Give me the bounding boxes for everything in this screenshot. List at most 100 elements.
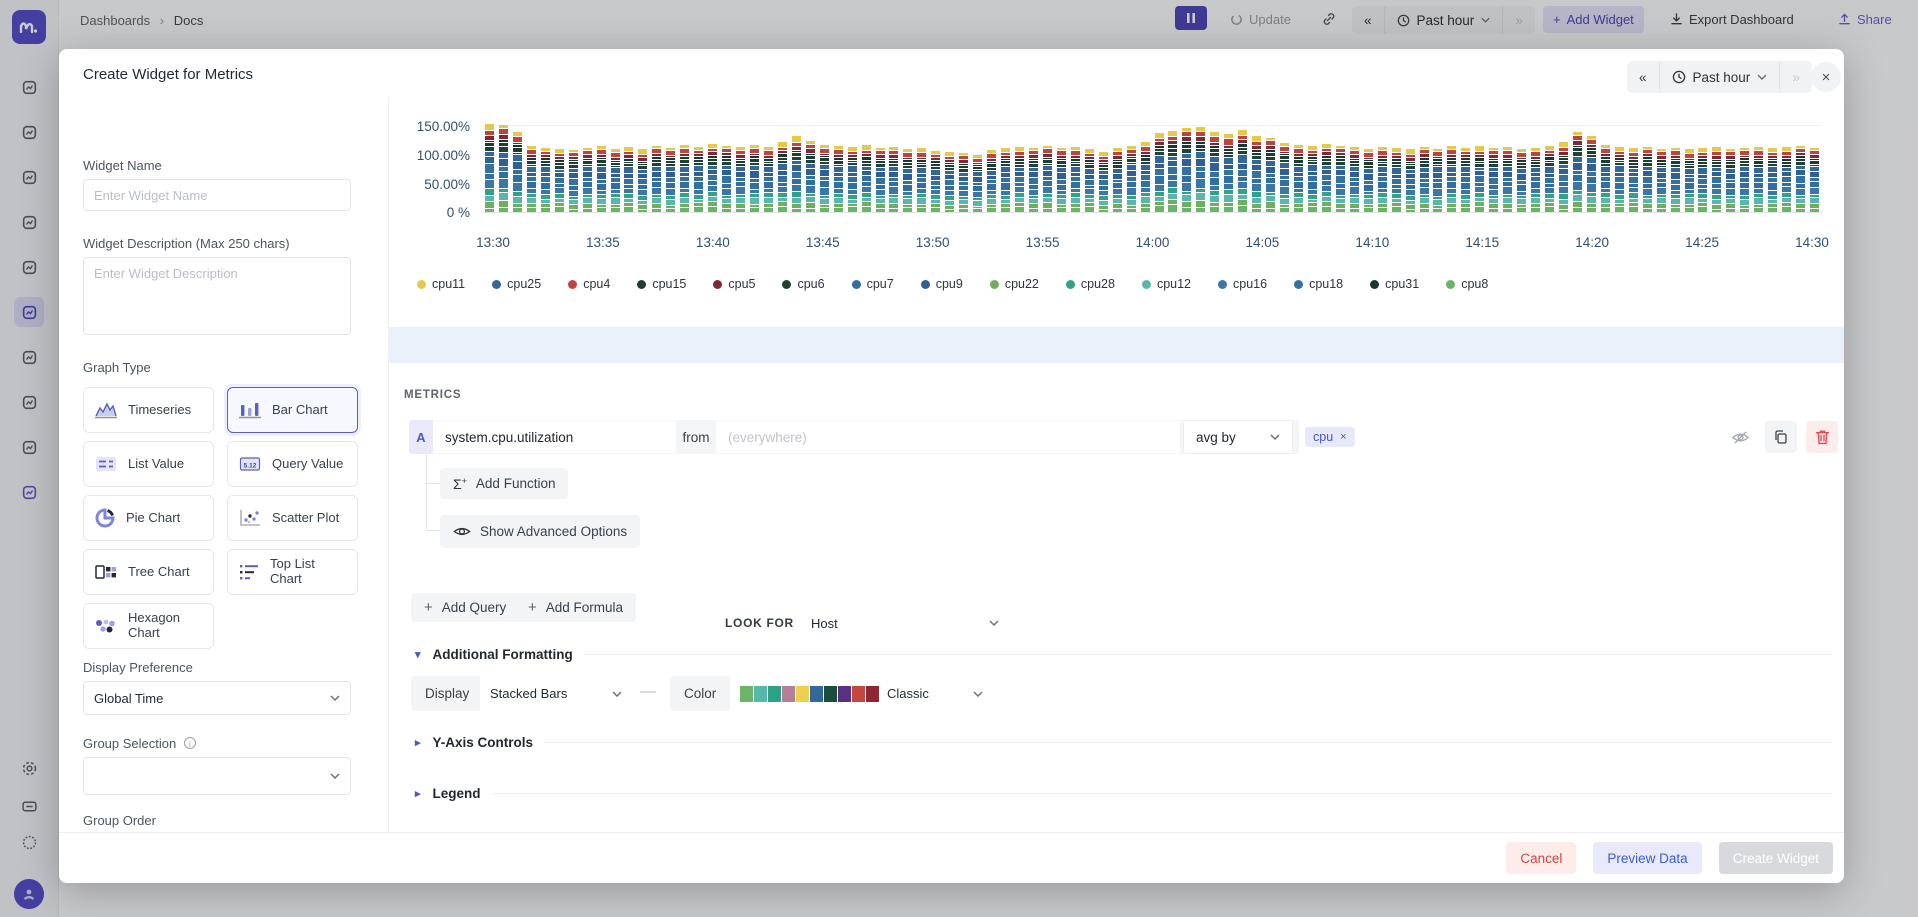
stacked-bar[interactable]: [1154, 132, 1164, 212]
stacked-bar[interactable]: [1280, 142, 1290, 212]
stacked-bar[interactable]: [903, 148, 913, 212]
legend-item-cpu11[interactable]: cpu11: [417, 277, 465, 291]
logs-icon[interactable]: [14, 207, 44, 237]
stacked-bar[interactable]: [1140, 141, 1150, 212]
stacked-bar[interactable]: [582, 147, 592, 212]
integrations-icon[interactable]: [14, 477, 44, 507]
stacked-bar[interactable]: [666, 147, 676, 212]
stacked-bar[interactable]: [875, 147, 885, 212]
graph-type-query-button[interactable]: 5.12 Query Value: [227, 441, 358, 487]
stacked-bar[interactable]: [1405, 148, 1415, 212]
stacked-bar[interactable]: [652, 145, 662, 212]
legend-item-cpu7[interactable]: cpu7: [851, 277, 894, 291]
stacked-bar[interactable]: [1028, 147, 1038, 212]
settings-icon[interactable]: [14, 753, 44, 783]
stacked-bar[interactable]: [1210, 131, 1220, 212]
legend-item-cpu8[interactable]: cpu8: [1446, 277, 1488, 291]
duplicate-query-button[interactable]: [1765, 421, 1797, 453]
stacked-bar[interactable]: [819, 144, 829, 212]
stacked-bar[interactable]: [1754, 146, 1764, 212]
stacked-bar[interactable]: [987, 149, 997, 212]
stacked-bar[interactable]: [805, 140, 815, 212]
legend-item-cpu6[interactable]: cpu6: [782, 277, 825, 291]
stacked-bar[interactable]: [791, 135, 801, 212]
legend-item-cpu4[interactable]: cpu4: [568, 277, 610, 291]
topbar-time-range-button[interactable]: Past hour: [1385, 6, 1504, 34]
alerts-icon[interactable]: [14, 342, 44, 372]
messaging-icon[interactable]: [14, 252, 44, 282]
user-avatar[interactable]: [14, 879, 44, 909]
legend-item-cpu22[interactable]: cpu22: [989, 277, 1039, 291]
stacked-bar[interactable]: [833, 145, 843, 212]
stacked-bar[interactable]: [1698, 147, 1708, 212]
graph-type-toplist-button[interactable]: Top List Chart: [227, 549, 358, 595]
stacked-bar[interactable]: [1503, 146, 1513, 212]
delete-query-button[interactable]: [1806, 421, 1838, 453]
stacked-bar[interactable]: [1545, 145, 1555, 212]
legend-section-header[interactable]: ▸ Legend: [415, 786, 1831, 801]
cancel-button[interactable]: Cancel: [1506, 842, 1577, 874]
stacked-bar[interactable]: [1531, 147, 1541, 212]
stacked-bar[interactable]: [1196, 126, 1206, 212]
legend-item-cpu15[interactable]: cpu15: [637, 277, 686, 291]
widget-name-input[interactable]: [83, 179, 351, 211]
time-back-button[interactable]: «: [1627, 61, 1660, 93]
stacked-bar[interactable]: [1461, 147, 1471, 212]
stacked-bar[interactable]: [1600, 144, 1610, 212]
stacked-bar[interactable]: [889, 146, 899, 212]
stacked-bar[interactable]: [512, 131, 522, 212]
stacked-bar[interactable]: [917, 147, 927, 212]
stacked-bar[interactable]: [945, 151, 955, 212]
stacked-bar[interactable]: [1782, 146, 1792, 212]
legend-item-cpu16[interactable]: cpu16: [1218, 277, 1267, 291]
stacked-bar[interactable]: [1642, 146, 1652, 212]
remove-tag-icon[interactable]: ×: [1340, 431, 1347, 443]
add-formula-button[interactable]: + Add Formula: [515, 593, 637, 622]
additional-formatting-header[interactable]: ▾ Additional Formatting: [415, 647, 1831, 662]
stacked-bar[interactable]: [1126, 145, 1136, 212]
share-button[interactable]: Share: [1828, 6, 1902, 33]
legend-item-cpu31[interactable]: cpu31: [1370, 277, 1419, 291]
stacked-bar[interactable]: [1810, 147, 1820, 212]
stacked-bar[interactable]: [973, 154, 983, 212]
stacked-bar[interactable]: [1001, 147, 1011, 212]
stacked-bar[interactable]: [1419, 146, 1429, 212]
graph-type-hexagon-button[interactable]: Hexagon Chart: [83, 603, 214, 649]
stacked-bar[interactable]: [1335, 145, 1345, 212]
stacked-bar[interactable]: [1168, 130, 1178, 212]
stacked-bar[interactable]: [1070, 146, 1080, 212]
widget-description-input[interactable]: [83, 257, 351, 335]
traces-icon[interactable]: [14, 162, 44, 192]
legend-item-cpu5[interactable]: cpu5: [713, 277, 755, 291]
graph-type-pie-button[interactable]: Pie Chart: [83, 495, 214, 541]
hide-query-button[interactable]: [1724, 421, 1756, 453]
pause-button[interactable]: [1175, 6, 1207, 30]
stacked-bar[interactable]: [1391, 147, 1401, 212]
legend-item-cpu18[interactable]: cpu18: [1294, 277, 1343, 291]
stacked-bar[interactable]: [694, 146, 704, 212]
stacked-bar[interactable]: [1726, 148, 1736, 212]
stacked-bar[interactable]: [1517, 148, 1527, 212]
link-button[interactable]: [1312, 6, 1346, 32]
group-by-tags-field[interactable]: cpu ×: [1299, 420, 1531, 454]
stacked-bar[interactable]: [931, 150, 941, 212]
stacked-bar[interactable]: [554, 148, 564, 212]
stacked-bar[interactable]: [596, 145, 606, 212]
stacked-bar[interactable]: [568, 149, 578, 212]
app-logo[interactable]: [12, 10, 46, 44]
stacked-bar[interactable]: [847, 146, 857, 212]
exceptions-icon[interactable]: [14, 387, 44, 417]
stacked-bar[interactable]: [1042, 145, 1052, 212]
stacked-bar[interactable]: [1712, 146, 1722, 212]
metric-name-field[interactable]: system.cpu.utilization: [433, 421, 676, 453]
stacked-bar[interactable]: [680, 144, 690, 212]
stacked-bar[interactable]: [722, 145, 732, 212]
graph-type-bar-button[interactable]: Bar Chart: [227, 387, 358, 433]
update-button[interactable]: Update: [1220, 6, 1301, 33]
export-dashboard-button[interactable]: Export Dashboard: [1660, 6, 1804, 33]
stacked-bar[interactable]: [1558, 141, 1568, 212]
stacked-bar[interactable]: [708, 143, 718, 212]
stacked-bar[interactable]: [1684, 148, 1694, 212]
stacked-bar[interactable]: [1614, 146, 1624, 212]
add-widget-button[interactable]: + Add Widget: [1543, 6, 1644, 33]
